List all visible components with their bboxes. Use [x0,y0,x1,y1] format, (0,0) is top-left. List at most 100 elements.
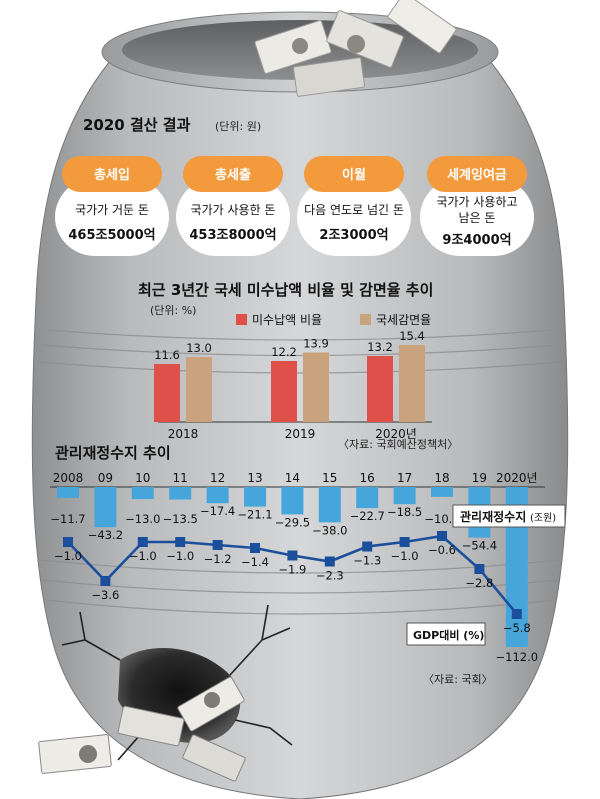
summary-card-value: 465조5000억 [68,228,155,243]
chart3-ratio-marker [63,537,73,547]
chart3-ratio-value-label: −0.6 [428,543,456,557]
summary-card-desc: 국가가 사용한 돈 [191,203,276,217]
chart3-category-label: 14 [285,471,300,485]
section2-title: 최근 3년간 국세 미수납액 비율 및 감면율 추이 [138,281,433,299]
chart3-bar [131,487,154,500]
chart2-bar [367,356,393,422]
summary-card-head: 세계잉여금 [447,167,507,183]
chart2-value-label: 11.6 [154,348,180,362]
chart2-legend-swatch [236,314,247,325]
chart3-category-label: 16 [360,471,375,485]
chart3-ratio-value-label: −1.3 [353,554,381,568]
chart3-category-label: 15 [322,471,337,485]
chart3-ratio-marker [324,556,335,567]
summary-card-desc: 국가가 사용하고 [436,195,517,209]
chart3-bar-value-label: −18.5 [387,505,422,519]
chart3-ratio-value-label: −2.8 [465,576,493,590]
summary-card-head: 총세입 [94,167,130,183]
jar-grooves [39,329,561,615]
chart3-bar [169,487,192,500]
chart3-ratio-marker [437,531,447,541]
chart3-ratio-marker [175,537,186,547]
chart3-ratio-marker [250,543,260,553]
chart3-ratio-value-label: −1.9 [278,563,306,577]
tax-rate-bar-chart: 11.6 12.2 13.2 13.0 13.9 15.4 2018 2019 2020년 [154,329,432,441]
ratio-label-box [406,622,486,646]
chart3-category-label: 2020년 [496,471,538,485]
chart3-bar [94,487,117,528]
balance-label: 관리재정수지 [460,509,526,524]
chart3-category-label: 10 [135,471,150,485]
chart3-bar-value-label: −54.4 [462,539,497,553]
chart2-bar [303,352,329,422]
chart3-category-label: 09 [98,471,113,485]
summary-card-head: 이월 [342,167,366,183]
chart3-bar [244,487,266,507]
chart2-bar [186,357,212,422]
chart3-ratio-value-label: −1.0 [391,549,419,563]
chart2-value-label: 12.2 [271,345,297,359]
summary-card-head-pill [427,156,527,192]
chart2-bar [154,364,180,422]
chart3-ratio-marker [474,564,485,574]
chart3-bar-value-label: −112.0 [496,650,539,664]
chart2-legend-swatch [360,314,371,325]
chart3-ratio-marker [511,609,522,619]
summary-card [55,178,169,256]
chart2-legend-label: 국세감면율 [376,313,431,327]
summary-card-head: 총세출 [215,167,251,183]
chart3-ratio-value-label: −1.0 [129,549,157,563]
summary-card [420,178,534,256]
chart2-bar [271,361,297,422]
chart3-bar [281,487,304,515]
chart3-category-label: 18 [434,471,449,485]
chart3-ratio-value-label: −5.8 [503,621,531,635]
summary-card-value: 453조8000억 [189,228,276,243]
chart3-ratio-marker [287,550,298,561]
ratio-label: GDP대비 (%) [413,628,484,642]
chart3-category-label: 13 [247,471,262,485]
chart3-ratio-marker [100,576,111,586]
chart3-ratio-value-label: −2.3 [316,569,344,583]
balance-unit-label: (조원) [530,512,556,524]
chart3-bar [57,487,79,498]
chart3-ratio-value-label: −1.2 [204,552,232,566]
chart3-ratio-marker [212,540,223,550]
chart2-bar [399,345,425,422]
chart3-bar-value-label: −21.1 [237,508,272,522]
chart2-value-label: 15.4 [399,329,425,343]
chart2-legend-label: 미수납액 비율 [252,313,322,327]
chart3-bar [431,487,453,497]
chart2-value-label: 13.2 [367,340,393,354]
chart3-category-label: 11 [173,471,188,485]
fiscal-balance-chart: 2008 09 10 11 12 13 14 15 16 17 18 19 2020년 −11.7−43.… [50,471,545,664]
chart3-bar-value-label: −22.7 [350,509,385,523]
summary-card-head-pill [304,156,404,192]
summary-card-desc-2: 남은 돈 [459,211,496,225]
chart2-value-label: 13.0 [186,341,212,355]
chart3-bar [356,487,379,509]
summary-card-desc: 국가가 거둔 돈 [75,203,149,217]
summary-card-value: 9조4000억 [442,233,511,248]
chart3-bar-value-label: −13.0 [125,512,160,526]
summary-card [176,178,290,256]
chart3-bar [393,487,416,505]
chart3-bar-value-label: −43.2 [88,528,123,542]
chart3-bar-value-label: −29.5 [275,515,310,529]
chart2-category-label: 2018 [168,427,199,441]
chart2-category-label: 2019 [285,427,316,441]
chart3-category-label: 19 [472,471,487,485]
banknote-illustration-top [254,0,457,97]
summary-card-head-pill [183,156,283,192]
chart3-bar-value-label: −38.0 [312,523,347,537]
chart3-ratio-value-label: −1.4 [241,555,269,569]
section1-unit: (단위: 원) [215,120,261,133]
chart3-bar [206,487,229,504]
section3-title: 관리재정수지 추이 [55,444,171,462]
chart2-category-label: 2020년 [375,427,417,441]
chart3-ratio-value-label: −1.0 [54,549,82,563]
chart3-ratio-marker [399,537,410,547]
balance-label-box [452,504,566,528]
